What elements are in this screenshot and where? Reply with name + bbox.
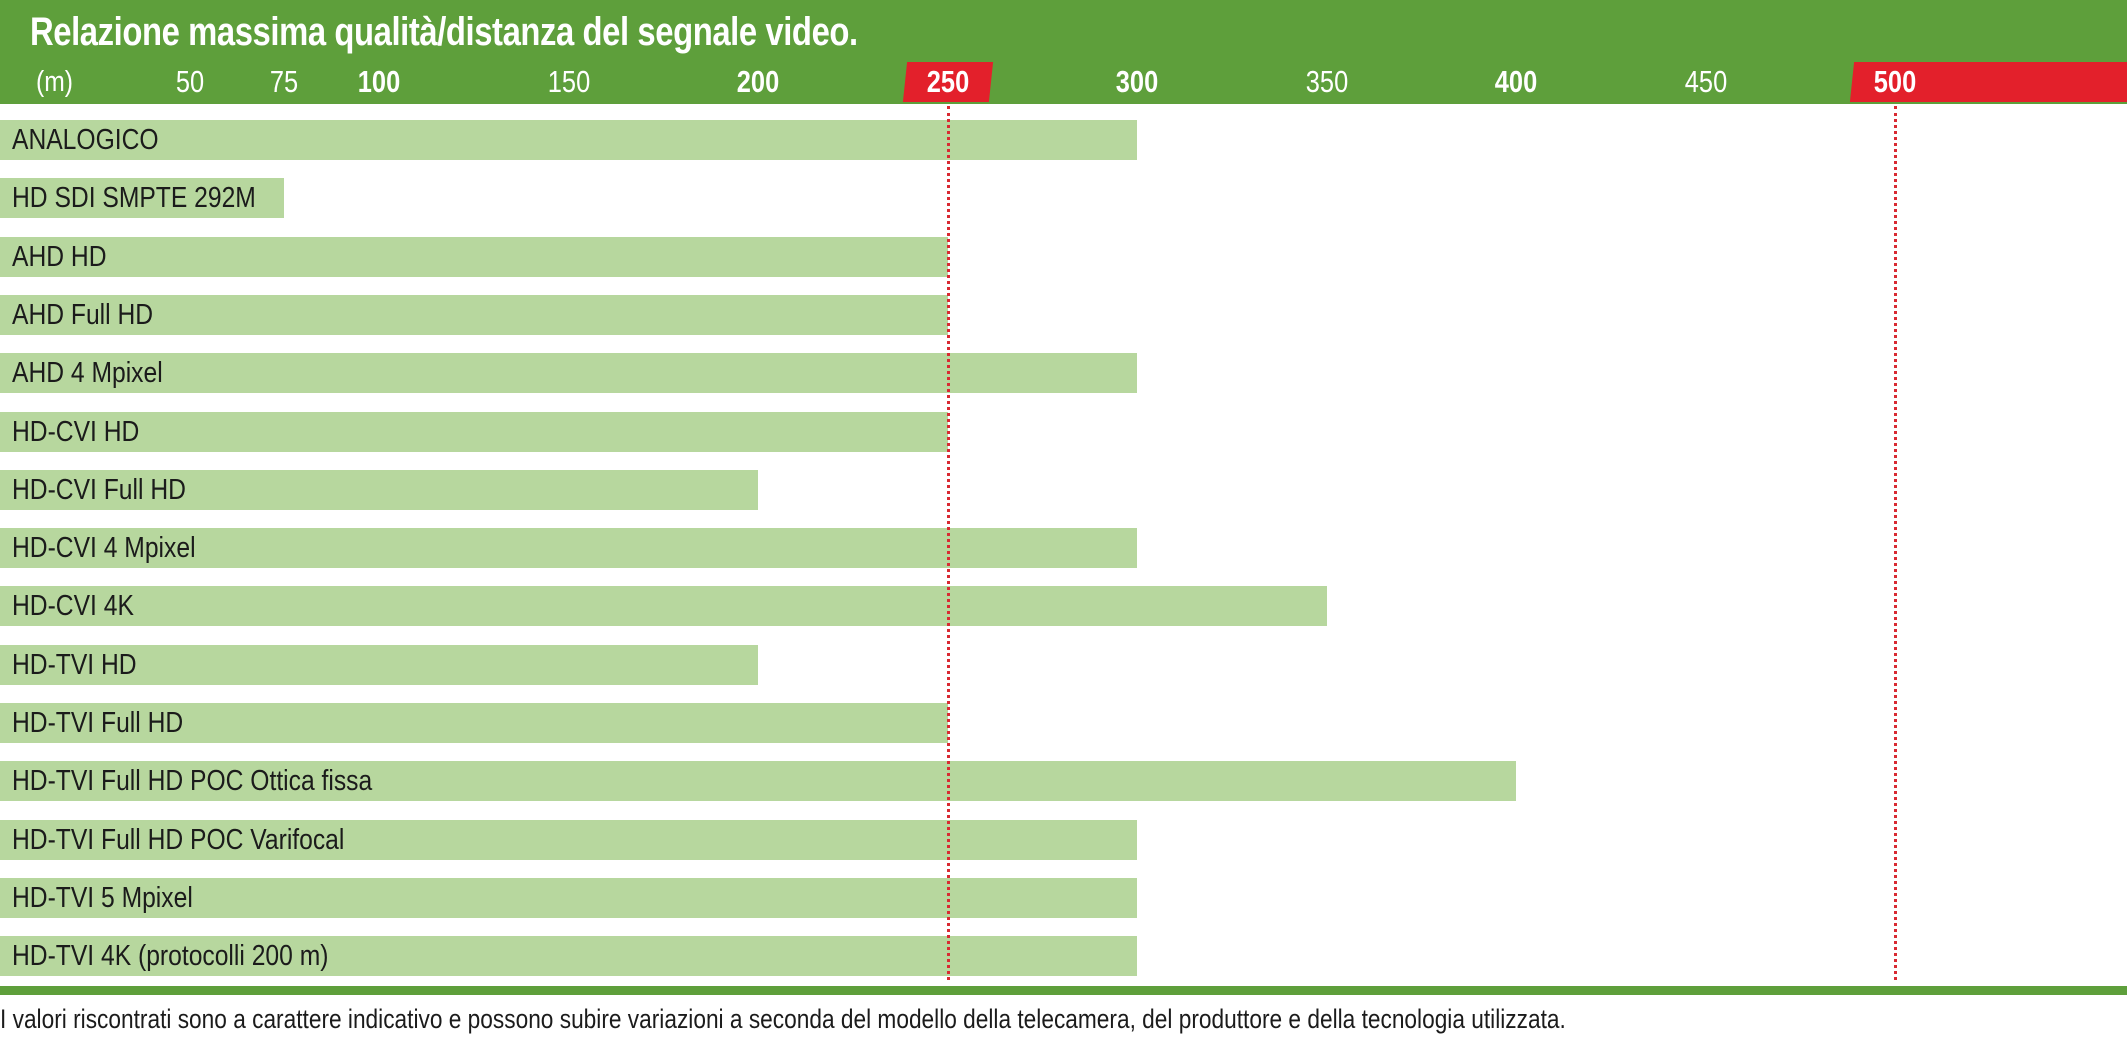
reference-line-250 <box>946 106 950 980</box>
bar-category-label: HD-TVI HD <box>12 649 137 681</box>
bar <box>0 353 1137 393</box>
tick-label-150: 150 <box>547 64 590 99</box>
bar <box>0 586 1327 626</box>
tick-label-450: 450 <box>1684 64 1727 99</box>
bar <box>0 703 948 743</box>
tick-label-50: 50 <box>175 64 204 99</box>
bar-category-label: HD-CVI 4K <box>12 590 134 622</box>
tick-label-350: 350 <box>1305 64 1348 99</box>
bar-category-label: HD-TVI 5 Mpixel <box>12 882 193 914</box>
reference-line-500 <box>1894 106 1897 980</box>
tick-label-400: 400 <box>1494 64 1538 99</box>
bar <box>0 470 758 510</box>
bar <box>0 178 285 218</box>
bar-category-label: AHD HD <box>12 241 107 273</box>
tick-label-250: 250 <box>926 64 969 99</box>
bar-category-label: HD-CVI HD <box>12 416 140 448</box>
bar <box>0 761 1516 801</box>
bar-category-label: AHD Full HD <box>12 299 154 331</box>
bar <box>0 295 948 335</box>
chart-title: Relazione massima qualità/distanza del s… <box>30 10 858 54</box>
bar-category-label: HD-CVI Full HD <box>12 474 186 506</box>
chart-header: Relazione massima qualità/distanza del s… <box>0 0 2127 104</box>
bar-category-label: HD-TVI Full HD POC Ottica fissa <box>12 765 373 797</box>
bar <box>0 237 948 277</box>
bar <box>0 645 758 685</box>
tick-label-100: 100 <box>357 64 401 99</box>
bar <box>0 412 948 452</box>
bar-category-label: HD SDI SMPTE 292M <box>12 182 256 214</box>
tick-label-75: 75 <box>270 64 299 99</box>
axis-unit-label: (m) <box>36 66 73 98</box>
bar <box>0 120 1137 160</box>
bar-category-label: HD-TVI 4K (protocolli 200 m) <box>12 940 329 972</box>
bar-category-label: HD-TVI Full HD POC Varifocal <box>12 824 345 856</box>
bar-category-label: HD-CVI 4 Mpixel <box>12 532 196 564</box>
bar-category-label: HD-TVI Full HD <box>12 707 184 739</box>
tick-label-500: 500 <box>1873 64 1917 99</box>
tick-label-200: 200 <box>736 64 780 99</box>
bar-category-label: AHD 4 Mpixel <box>12 357 163 389</box>
tick-label-300: 300 <box>1115 64 1159 99</box>
bottom-rule <box>0 986 2127 995</box>
bar-category-label: ANALOGICO <box>12 124 159 156</box>
footnote: I valori riscontrati sono a carattere in… <box>0 1004 1566 1034</box>
